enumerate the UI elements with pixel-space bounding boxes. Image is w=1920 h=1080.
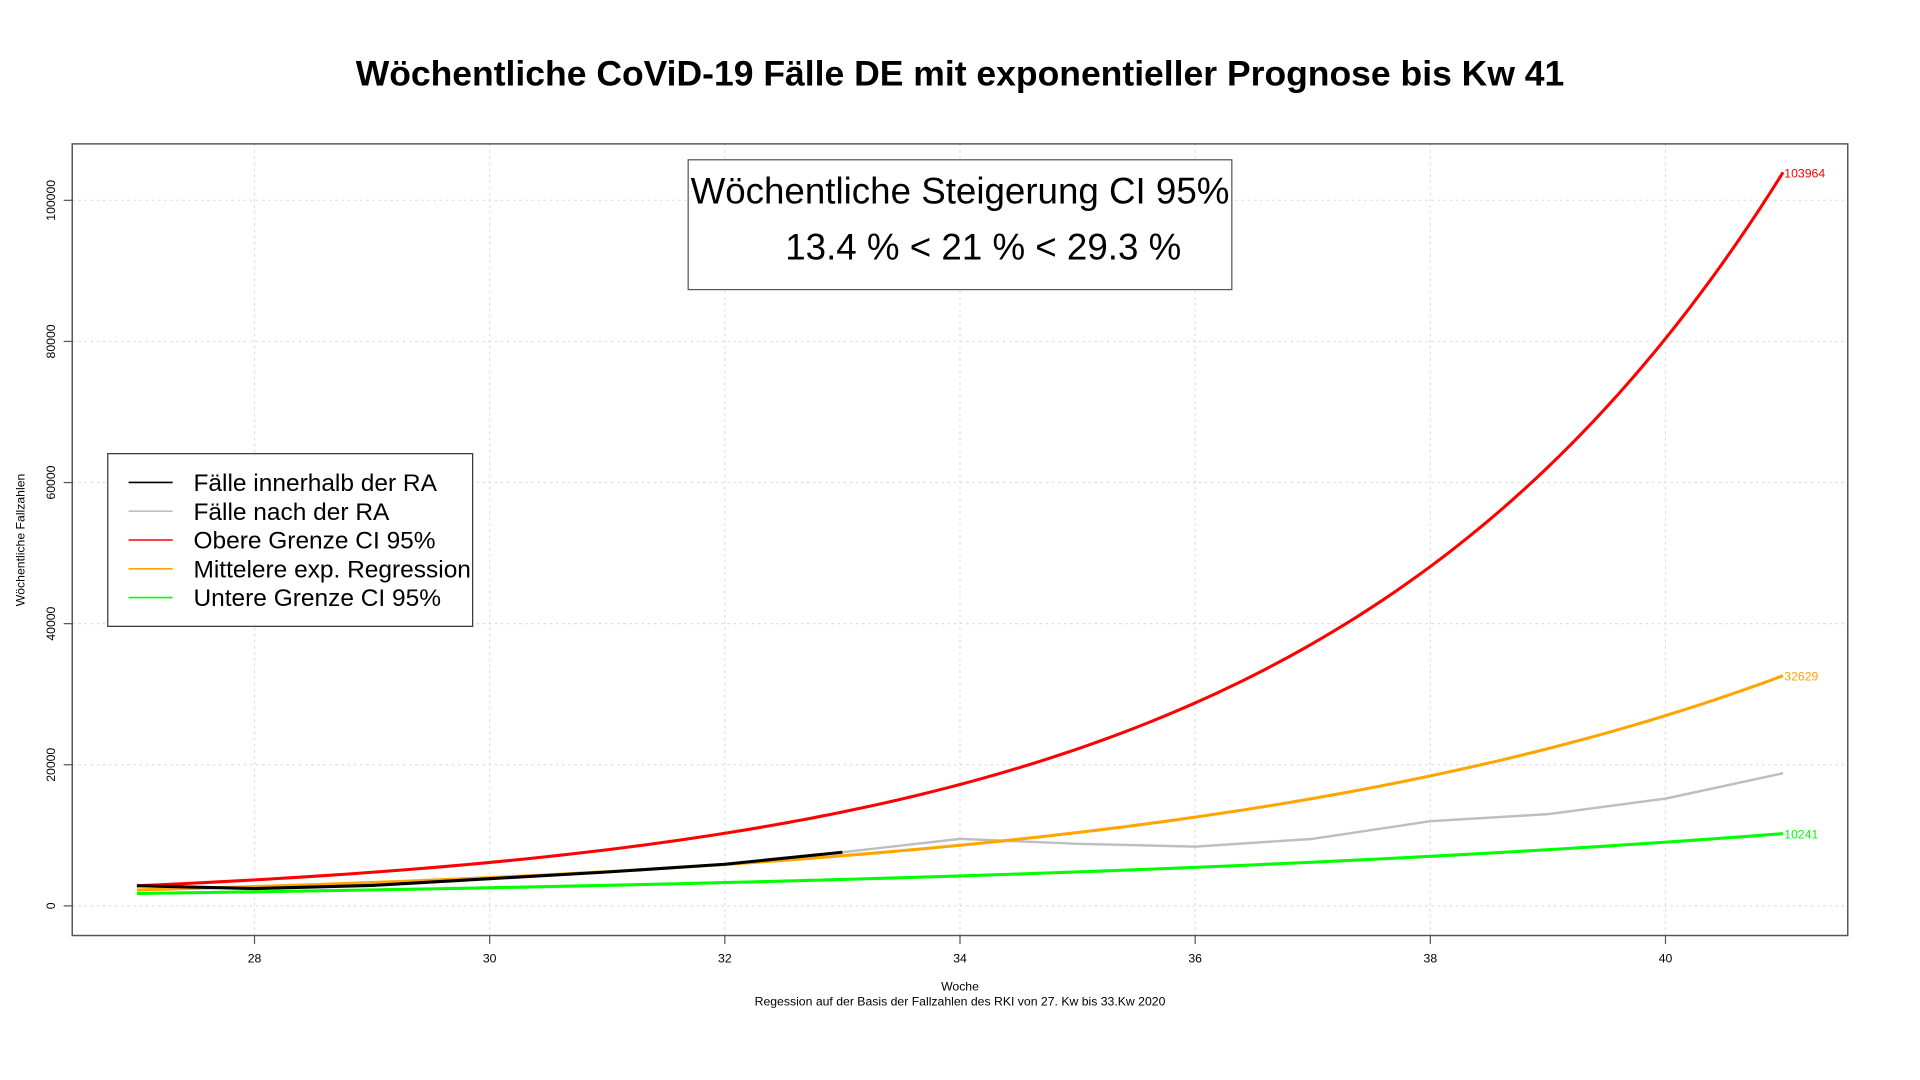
legend-label: Mittelere exp. Regression [193,556,470,583]
y-axis-label: Wöchentliche Fallzahlen [13,474,27,607]
y-tick-label: 80000 [44,324,58,358]
legend-label: Untere Grenze CI 95% [193,585,441,612]
x-tick-label: 40 [1659,951,1673,965]
series-line [136,171,1785,888]
axes: 28 30 32 34 36 38 40 0 20000 40000 60000 80000 10000… [44,180,1672,966]
x-tick-label: 36 [1188,951,1202,965]
legend-label: Fälle nach der RA [193,499,390,526]
y-tick-label: 60000 [44,465,58,499]
x-tick-label: 32 [718,951,732,965]
x-axis-label: Woche [941,980,979,994]
y-tick-label: 40000 [44,606,58,640]
x-tick-label: 28 [248,951,262,965]
series-lines: 103964 32629 10241 [136,166,1825,895]
series-line [136,832,1784,895]
annotation-line-2: 13.4 % < 21 % < 29.3 % [785,227,1181,268]
x-tick-label: 30 [483,951,497,965]
y-tick-label: 0 [44,902,58,909]
end-value-label: 10241 [1784,828,1818,842]
x-tick-label: 38 [1424,951,1438,965]
legend-label: Fälle innerhalb der RA [193,470,437,497]
y-tick-label: 100000 [44,180,58,221]
series-line [842,772,1784,854]
end-value-label: 103964 [1784,166,1825,180]
series-line [136,674,1784,892]
legend-label: Obere Grenze CI 95% [193,528,435,555]
annotation-box: Wöchentliche Steigerung CI 95% 13.4 % < … [687,159,1233,291]
annotation-line-1: Wöchentliche Steigerung CI 95% [691,170,1230,211]
chart-title: Wöchentliche CoViD-19 Fälle DE mit expon… [356,54,1565,94]
x-tick-label: 34 [953,951,967,965]
chart-subtitle: Regession auf der Basis der Fallzahlen d… [755,994,1166,1008]
y-tick-label: 20000 [44,748,58,782]
end-value-label: 32629 [1784,670,1818,684]
series-line [136,850,843,891]
